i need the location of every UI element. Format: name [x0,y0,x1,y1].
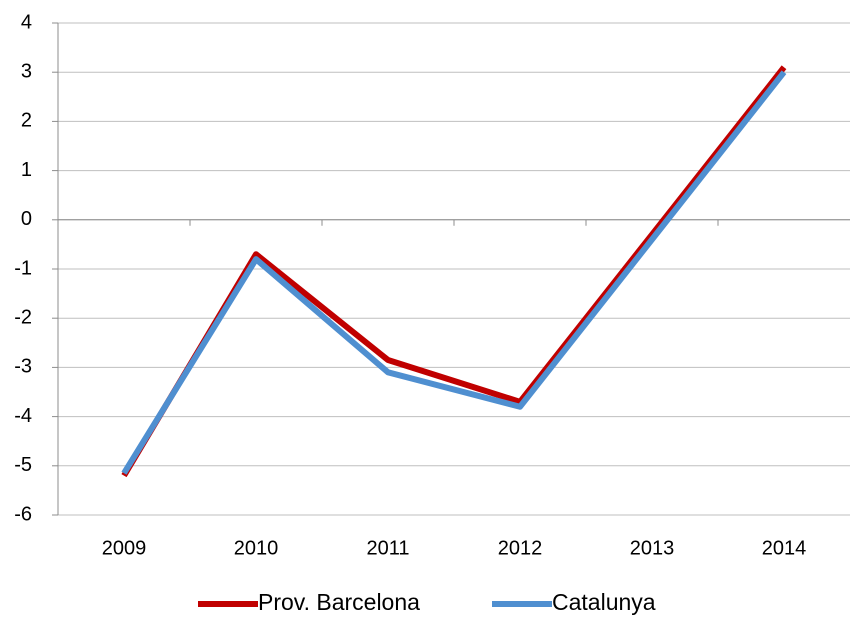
x-tick-label: 2010 [234,537,279,559]
legend-label: Prov. Barcelona [258,589,420,615]
y-tick-label: -4 [14,405,32,427]
legend-label: Catalunya [552,589,656,615]
y-tick-label: 2 [21,110,32,132]
series-line [121,65,787,478]
y-tick-label: 4 [21,11,32,33]
x-tick-label: 2013 [630,537,675,559]
x-tick-label: 2014 [762,537,807,559]
x-tick-label: 2011 [366,537,409,559]
x-tick-label: 2012 [498,537,543,559]
y-tick-label: 1 [21,159,32,181]
y-tick-label: -5 [14,454,32,476]
y-tick-label: 3 [21,60,32,82]
y-tick-label: -1 [14,257,32,279]
x-tick-label: 2009 [102,537,147,559]
y-tick-label: -3 [14,356,32,378]
y-tick-label: 0 [21,208,32,230]
y-tick-label: -2 [14,306,32,328]
y-tick-label: -6 [14,503,32,525]
series-line [121,70,787,475]
